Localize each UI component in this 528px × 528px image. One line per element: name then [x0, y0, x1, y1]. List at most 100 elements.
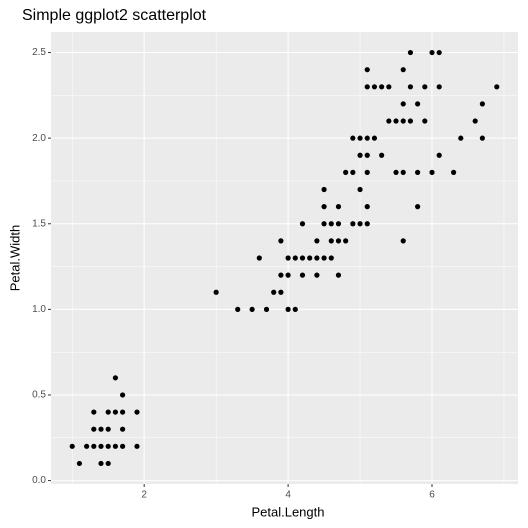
point [292, 255, 298, 261]
y-tick-label: 0.0 [32, 475, 46, 486]
point [105, 443, 111, 449]
point [422, 118, 428, 124]
point [299, 221, 306, 227]
point [422, 84, 428, 90]
point [357, 221, 363, 227]
point [119, 443, 126, 449]
point [436, 152, 442, 158]
point [371, 135, 378, 141]
point [321, 204, 327, 210]
point [400, 67, 406, 73]
point [285, 306, 291, 312]
point [407, 84, 414, 90]
x-tick-label: 2 [141, 490, 147, 501]
point [335, 238, 342, 244]
y-tick-label: 1.5 [32, 218, 46, 229]
point [415, 204, 421, 210]
point [393, 169, 399, 175]
point [386, 84, 392, 90]
chart-title: Simple ggplot2 scatterplot [22, 7, 207, 24]
y-tick-label: 2.5 [32, 47, 46, 58]
point [321, 255, 327, 261]
point [328, 221, 334, 227]
point [278, 272, 284, 278]
point [436, 49, 442, 56]
y-axis-title: Petal.Width [7, 225, 22, 291]
point [278, 289, 284, 295]
point [328, 238, 334, 244]
point [314, 238, 320, 244]
point [98, 426, 104, 432]
point [134, 443, 140, 449]
point [213, 289, 219, 295]
point [350, 135, 356, 141]
point [415, 101, 421, 107]
point [343, 169, 349, 175]
point [407, 118, 414, 124]
point [364, 84, 370, 90]
point [292, 306, 298, 312]
point [105, 409, 111, 415]
point [364, 221, 370, 227]
point [429, 49, 435, 56]
point [69, 443, 75, 449]
point [278, 238, 284, 244]
point [343, 238, 349, 244]
y-tick-label: 2.0 [32, 133, 46, 144]
point [112, 443, 119, 449]
point [321, 221, 327, 227]
point [379, 152, 385, 158]
point [371, 84, 378, 90]
point [335, 221, 342, 227]
point [479, 135, 485, 141]
point [314, 272, 320, 278]
point [335, 272, 342, 278]
point [98, 460, 104, 467]
point [364, 169, 370, 175]
point [91, 409, 97, 415]
point [357, 152, 363, 158]
point [350, 221, 356, 227]
point [328, 255, 334, 261]
point [407, 49, 414, 56]
y-tick-label: 0.5 [32, 390, 46, 401]
point [119, 392, 126, 398]
point [235, 306, 241, 312]
point [299, 255, 306, 261]
point [285, 272, 291, 278]
point [400, 238, 406, 244]
point [307, 255, 313, 261]
point [105, 460, 111, 467]
point [299, 272, 306, 278]
x-tick-label: 4 [285, 490, 291, 501]
point [436, 84, 442, 90]
point [271, 289, 277, 295]
point [119, 409, 126, 415]
y-tick-label: 1.0 [32, 304, 46, 315]
point [393, 118, 399, 124]
point [479, 101, 485, 107]
point [357, 135, 363, 141]
x-axis-title: Petal.Length [251, 504, 324, 519]
point [321, 186, 327, 193]
point [91, 426, 97, 432]
point [335, 204, 342, 210]
point [285, 255, 291, 261]
point [400, 101, 406, 107]
point [357, 186, 363, 193]
point [400, 169, 406, 175]
point [364, 204, 370, 210]
point [364, 67, 370, 73]
point [364, 152, 370, 158]
point [84, 443, 90, 449]
point [386, 118, 392, 124]
point [105, 426, 111, 432]
point [119, 426, 126, 432]
point [263, 306, 270, 312]
point [112, 409, 119, 415]
point [314, 255, 320, 261]
point [256, 255, 262, 261]
point [112, 375, 119, 381]
